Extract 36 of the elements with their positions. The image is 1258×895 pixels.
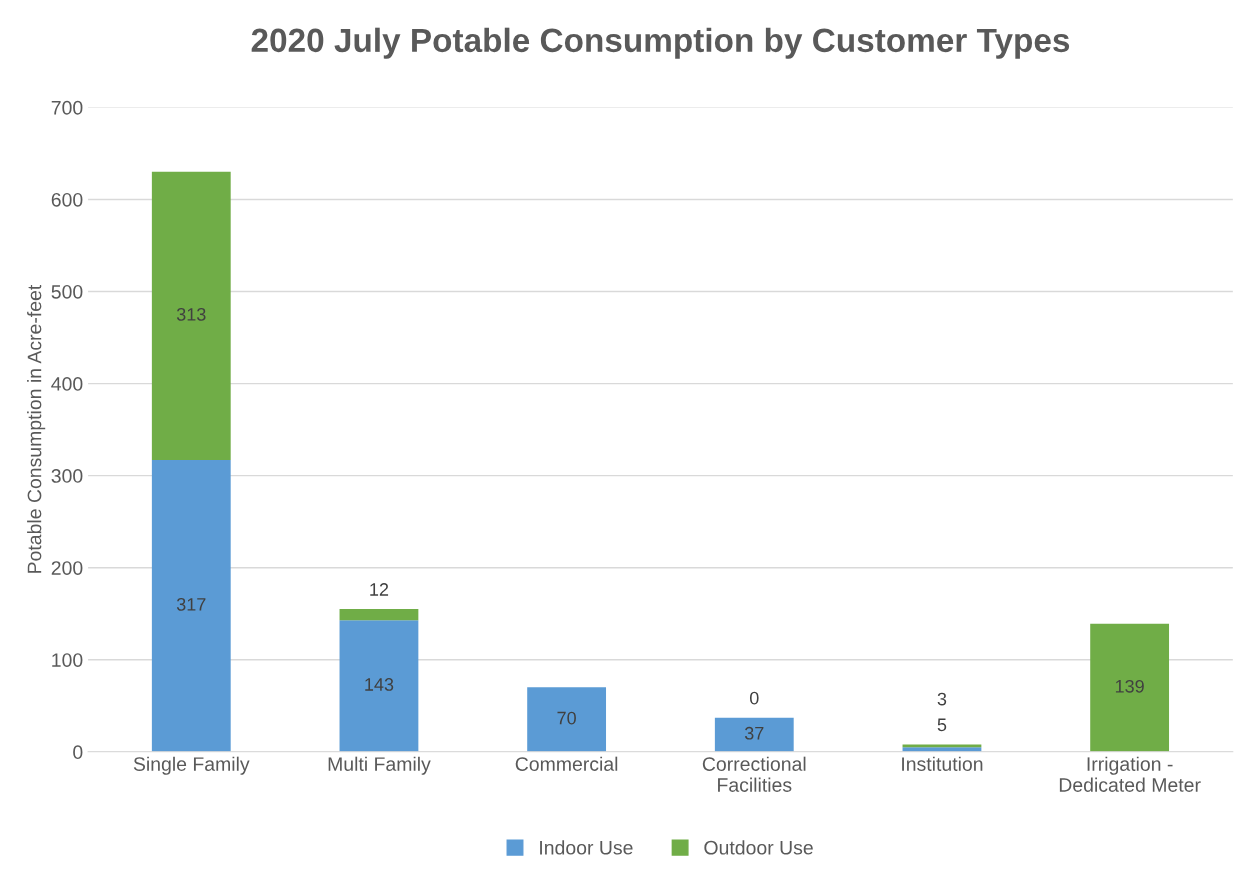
legend-label: Outdoor Use (704, 840, 813, 855)
y-tick-label: 200 (51, 561, 83, 575)
bar (527, 687, 607, 752)
bar (339, 620, 419, 752)
y-tick-label: 400 (51, 377, 83, 391)
data-label: 5 (937, 718, 947, 732)
y-tick-label: 500 (51, 284, 83, 299)
y-tick-label: 600 (51, 192, 83, 207)
x-tick-label: Multi Family (328, 756, 431, 775)
chart-title: 2020 July Potable Consumption by Customer Types (251, 27, 1070, 59)
y-tick-label: 700 (51, 100, 83, 115)
x-tick-label: Correctional Facilities (702, 756, 806, 792)
data-label: 143 (365, 678, 394, 691)
bar (339, 609, 419, 621)
y-axis-title: Potable Consumption in Acre-feet (27, 284, 46, 573)
x-tick-label: Single Family (133, 756, 250, 775)
bar (151, 171, 231, 460)
data-label: 3 (937, 692, 947, 706)
bar (151, 459, 231, 752)
y-tick-label: 300 (51, 469, 83, 483)
data-label: 0 (749, 691, 759, 705)
bar (902, 744, 982, 748)
legend-label: Indoor Use (540, 840, 633, 855)
x-tick-label: Institution (902, 756, 983, 771)
data-label: 139 (1115, 679, 1144, 693)
data-label: 317 (176, 597, 206, 611)
data-label: 37 (744, 726, 764, 740)
data-label: 70 (557, 711, 576, 725)
data-label: 12 (370, 583, 389, 596)
y-tick-label: 0 (73, 745, 83, 760)
x-tick-label: Commercial (515, 756, 618, 771)
data-label: 313 (176, 307, 206, 321)
x-tick-label: Irrigation - Dedicated Meter (1059, 756, 1201, 792)
y-tick-label: 100 (52, 653, 83, 667)
bar (714, 717, 794, 752)
bar (1090, 623, 1170, 752)
